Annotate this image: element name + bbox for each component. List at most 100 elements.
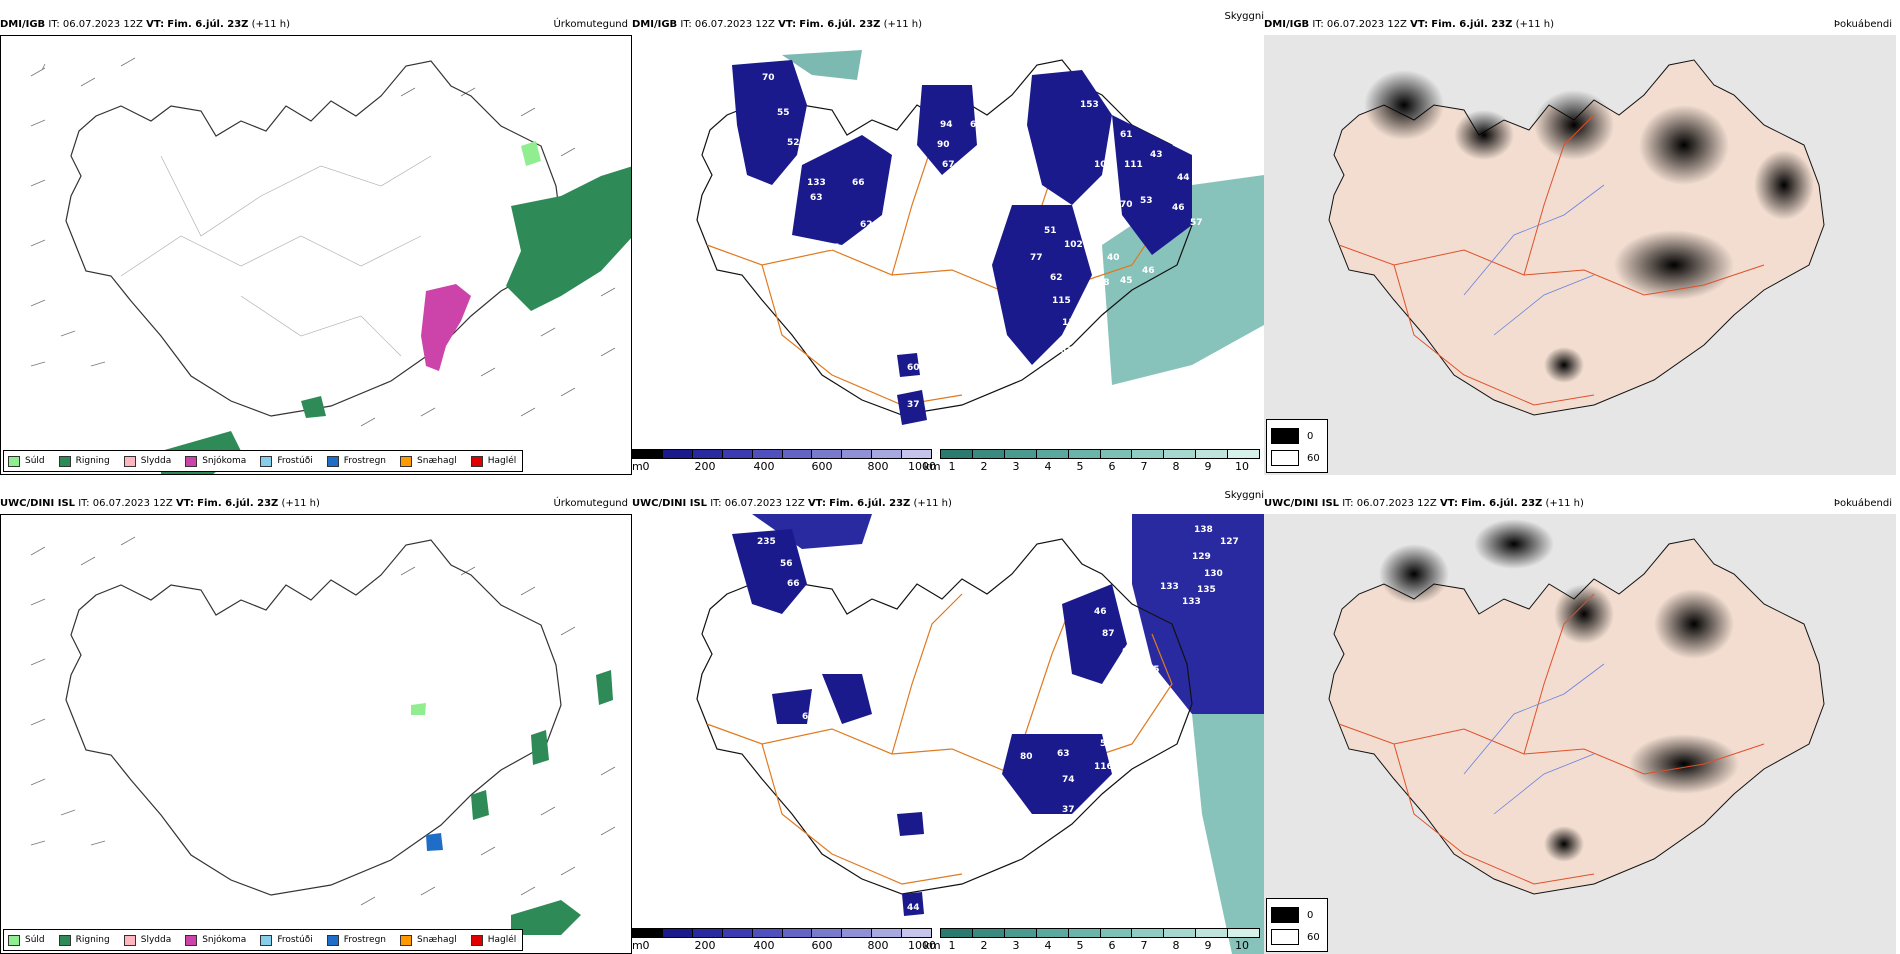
ceiling-label: 62 [1050,273,1063,283]
lead-time: (+11 h) [1515,19,1555,30]
lead-time: (+11 h) [281,498,320,509]
ceiling-label: 115 [1052,296,1071,306]
legend-item: Snjókoma [185,455,246,467]
ceiling-label: 66 [787,579,800,589]
roads [706,593,1173,885]
fog-legend-value: 0 [1307,909,1314,921]
ceiling-label: 92 [892,685,905,695]
fog-panel-bottom: UWC/DINI ISL IT: 06.07.2023 12Z VT: Fim.… [1264,494,1896,954]
ceiling-label: 90 [937,140,950,150]
ceiling-colorbar: m 0 200 400 600 800 1000 [632,449,936,473]
ceiling-label: 52 [787,138,800,148]
legend-swatch [123,455,136,467]
low-cloud-areas [732,529,1127,916]
ceiling-label: 62 [802,712,815,722]
panel-header: DMI/IGB IT: 06.07.2023 12Z VT: Fim. 6.jú… [632,11,1264,35]
ceiling-label: 37 [1062,805,1075,815]
legend-swatch [400,934,413,946]
ceiling-label: 48 [1097,278,1110,288]
legend-item: Snæhagl [400,455,457,467]
ceiling-label: 87 [1102,629,1115,639]
precip-panel-bottom: UWC/DINI ISL IT: 06.07.2023 12Z VT: Fim.… [0,494,632,954]
colorbar-unit: km [923,460,941,473]
colorbar-tick: 5 [1076,460,1084,473]
wind-barbs [30,57,616,427]
ceiling-label: 67 [942,160,955,170]
legend-item: Snjókoma [185,934,247,946]
ceiling-label: 70 [1120,200,1133,210]
roads [706,114,1173,406]
drizzle-area [521,141,541,166]
ceiling-label: 67 [1122,647,1135,657]
legend-label: Slydda [140,456,172,466]
model-name: DMI/IGB [1264,19,1310,30]
ceiling-label: 80 [1020,752,1033,762]
ceiling-label: 133 [807,178,826,188]
ceiling-label: 46 [1142,266,1155,276]
ceiling-labels: 70 55 52 94 64 76 90 67 75 117 64 66 63 … [762,73,1203,410]
legend-swatch [8,934,20,946]
legend-label: Frostúði [277,456,313,466]
precip-panel-top: DMI/IGB IT: 06.07.2023 12Z VT: Fim. 6.jú… [0,15,632,475]
fog-map: 0 60 [1264,514,1896,954]
fog-legend-value: 60 [1307,452,1320,464]
legend-label: Súld [25,935,45,945]
legend-label: Haglél [487,935,517,945]
ceiling-label: 53 [880,622,893,632]
ceiling-label: 102 [1064,240,1083,250]
vt-label: VT: [146,19,165,30]
colorbar-tick: 2 [980,939,988,952]
valid-time: Fim. 6.júl. 23Z [197,498,279,509]
init-time: 06.07.2023 12Z [694,19,775,30]
colorbar-tick: 400 [753,460,775,473]
colorbar-tick: 3 [1012,939,1020,952]
legend-swatch [58,455,71,467]
it-label: IT: [710,498,722,509]
ceiling-label: 111 [1124,160,1143,170]
ceiling-label: 46 [1172,203,1185,213]
legend-swatch [326,455,339,467]
legend-label: Snjókoma [202,935,247,945]
panel-header: DMI/IGB IT: 06.07.2023 12Z VT: Fim. 6.jú… [1264,15,1896,35]
precip-type-legend: Súld Rigning Slydda Snjókoma Frostúði Fr… [3,450,524,472]
legend-label: Haglél [487,456,517,466]
ceiling-label: 130 [1204,569,1223,579]
ceiling-label: 53 [1140,196,1153,206]
colorbar-tick: 10 [1235,460,1249,473]
ceiling-label: 51 [1016,697,1029,707]
ceiling-label: 127 [1220,537,1239,547]
ceiling-label: 51 [1044,226,1057,236]
ceiling-label: 117 [932,191,951,201]
legend-item: Haglél [470,455,517,467]
panel-title: Úrkomutegund [553,498,628,509]
model-name: DMI/IGB [632,19,678,30]
cloud-map: 235 56 66 80 53 70 92 80 62 99 133 46 58… [632,514,1264,954]
ceiling-label: 37 [907,400,920,410]
low-cloud-areas [732,60,1192,425]
it-label: IT: [1342,498,1354,509]
cloud-map: 70 55 52 94 64 76 90 67 75 117 64 66 63 … [632,35,1264,475]
ceiling-label: 94 [940,120,953,130]
init-time: 06.07.2023 12Z [1326,19,1407,30]
low-cloud-northeast [1132,514,1264,714]
colorbar-tick: 600 [811,460,833,473]
legend-swatch [260,934,273,946]
lead-time: (+11 h) [913,498,952,509]
ceiling-label: 80 [797,617,810,627]
ceiling-label: 80 [890,702,903,712]
ceiling-label: 235 [757,537,776,547]
rain-areas [471,670,613,935]
rain-area-small [301,396,326,418]
freezing-rain-area [426,833,443,851]
colorbar-tick: 800 [867,939,889,952]
visibility-area-north [782,50,862,80]
colorbar-tick: 600 [811,939,833,952]
legend-item: Rigning [58,934,110,946]
iceland-outline [65,539,562,896]
ceiling-label: 133 [1182,597,1201,607]
ceiling-label: 61 [1120,130,1133,140]
ceiling-label: 58 [1122,605,1135,615]
ceiling-label: 75 [962,183,975,193]
legend-swatch [58,934,71,946]
ceiling-label: 138 [1194,525,1213,535]
